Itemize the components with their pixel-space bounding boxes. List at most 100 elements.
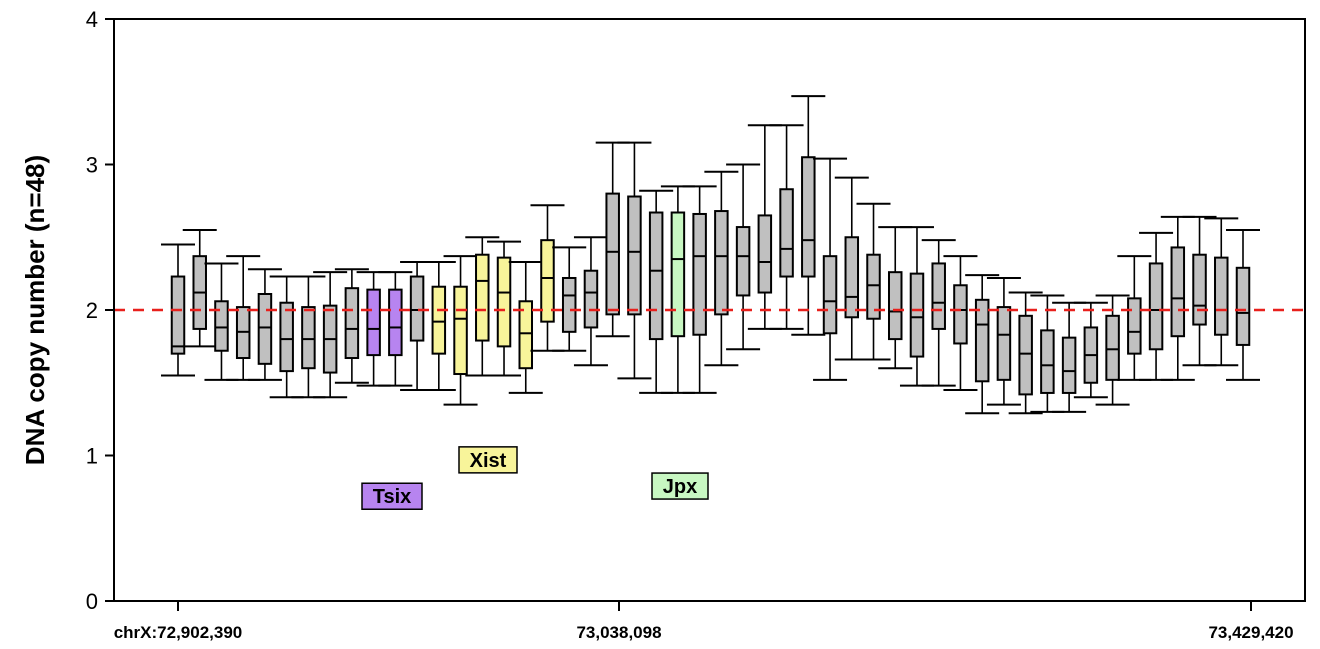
box-7 xyxy=(291,275,326,399)
box-33 xyxy=(856,202,891,361)
box-35 xyxy=(899,226,934,387)
box-5 xyxy=(247,268,282,381)
iqr-box xyxy=(366,288,381,357)
box-16 xyxy=(487,240,522,377)
iqr-box xyxy=(214,300,229,352)
box-20 xyxy=(573,236,608,367)
box-30 xyxy=(791,95,826,336)
box-39 xyxy=(986,276,1021,406)
box-4 xyxy=(226,255,261,381)
box-49 xyxy=(1204,217,1239,367)
y-axis-ticks: 0 1 2 3 4 xyxy=(86,7,114,614)
box-40 xyxy=(1008,291,1043,415)
box-34 xyxy=(878,226,913,370)
y-tick-label: 4 xyxy=(86,7,98,32)
gene-labels: Tsix Xist Jpx xyxy=(361,446,709,510)
iqr-box xyxy=(1061,336,1077,394)
box-2 xyxy=(182,228,217,348)
iqr-box xyxy=(170,275,186,355)
gene-label-jpx: Jpx xyxy=(651,472,709,500)
iqr-box xyxy=(714,210,729,316)
iqr-box xyxy=(627,195,642,316)
iqr-box xyxy=(1127,297,1142,355)
iqr-box xyxy=(1105,314,1120,381)
box-42 xyxy=(1052,301,1087,413)
box-48 xyxy=(1182,215,1217,367)
box-13 xyxy=(421,260,456,392)
iqr-box xyxy=(1235,266,1251,346)
iqr-box xyxy=(1170,246,1186,338)
iqr-box xyxy=(822,255,838,335)
iqr-box xyxy=(735,226,751,297)
box-29 xyxy=(769,124,804,330)
iqr-box xyxy=(518,300,534,370)
box-9 xyxy=(334,268,369,384)
y-tick-label: 1 xyxy=(86,444,98,469)
gene-label-text: Xist xyxy=(470,450,507,472)
box-24 xyxy=(660,185,695,394)
box-8 xyxy=(313,271,348,399)
iqr-box xyxy=(953,284,968,345)
iqr-box xyxy=(909,272,925,358)
iqr-box xyxy=(1214,256,1229,336)
gene-label-text: Tsix xyxy=(373,486,412,508)
iqr-box xyxy=(540,239,555,323)
iqr-box xyxy=(257,292,273,365)
y-axis-label: DNA copy number (n=48) xyxy=(20,155,50,465)
iqr-box xyxy=(670,211,686,338)
gene-label-box xyxy=(361,482,423,510)
box-14 xyxy=(443,255,478,406)
box-47 xyxy=(1160,215,1195,381)
iqr-box xyxy=(344,287,360,360)
box-22 xyxy=(617,141,652,380)
gene-label-box xyxy=(458,446,518,474)
iqr-box xyxy=(1148,262,1164,351)
iqr-box xyxy=(779,188,794,278)
iqr-box xyxy=(996,306,1012,381)
box-44 xyxy=(1095,294,1130,406)
iqr-box xyxy=(605,192,620,316)
box-10 xyxy=(356,271,391,387)
box-23 xyxy=(639,189,674,394)
iqr-box xyxy=(279,301,294,373)
iqr-box xyxy=(453,285,468,376)
box-15 xyxy=(465,236,500,377)
box-1 xyxy=(161,243,195,377)
box-45 xyxy=(1117,255,1152,381)
box-25 xyxy=(682,185,717,394)
iqr-box xyxy=(496,256,512,348)
iqr-box xyxy=(561,276,577,333)
iqr-box xyxy=(844,236,860,319)
iqr-box xyxy=(1192,253,1207,326)
box-37 xyxy=(943,255,978,392)
iqr-box xyxy=(866,253,881,320)
box-46 xyxy=(1139,231,1174,381)
box-41 xyxy=(1030,294,1065,413)
y-tick-label: 0 xyxy=(86,589,98,614)
box-series xyxy=(161,95,1260,415)
iqr-box xyxy=(648,211,664,341)
box-19 xyxy=(552,246,587,352)
box-11 xyxy=(378,271,413,387)
iqr-box xyxy=(1040,329,1055,394)
box-43 xyxy=(1073,301,1108,399)
box-27 xyxy=(726,163,761,351)
iqr-box xyxy=(409,275,425,342)
y-tick-label: 2 xyxy=(86,298,98,323)
box-26 xyxy=(704,170,739,367)
iqr-box xyxy=(692,212,707,336)
x-tick-label: 73,429,420 xyxy=(1208,623,1293,642)
iqr-box xyxy=(757,214,773,294)
iqr-box xyxy=(475,253,490,342)
y-tick-label: 3 xyxy=(86,153,98,178)
gene-label-text: Jpx xyxy=(663,476,697,498)
box-38 xyxy=(965,274,1000,415)
iqr-box xyxy=(431,285,447,355)
gene-label-xist: Xist xyxy=(458,446,518,474)
gene-label-tsix: Tsix xyxy=(361,482,423,510)
iqr-box xyxy=(931,262,946,330)
box-50 xyxy=(1226,228,1260,381)
box-17 xyxy=(508,260,543,394)
iqr-box xyxy=(801,156,816,278)
box-3 xyxy=(204,262,239,381)
